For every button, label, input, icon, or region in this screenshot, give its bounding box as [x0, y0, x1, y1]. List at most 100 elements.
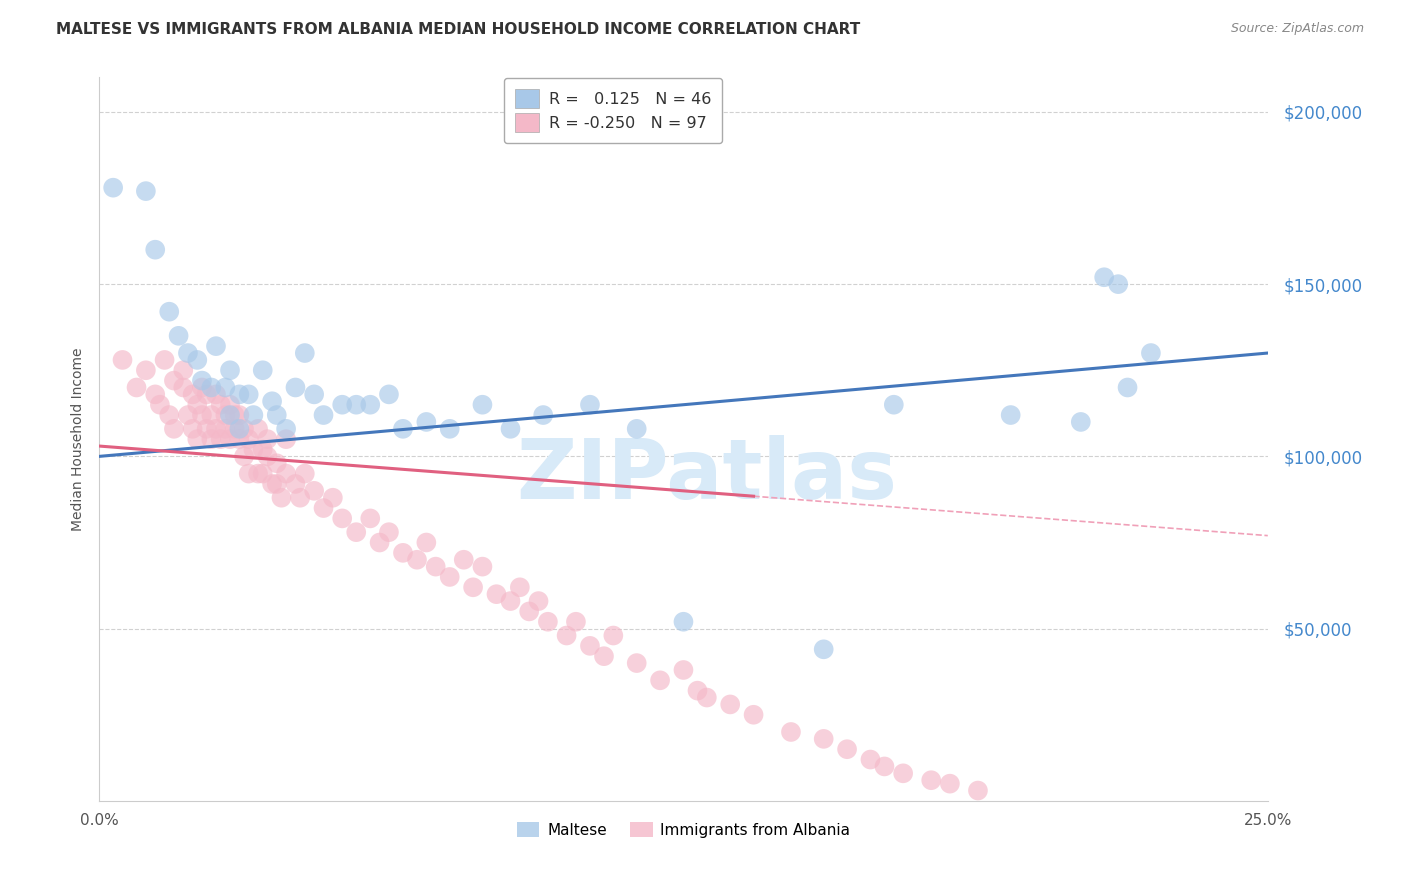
Point: [284, 380, 307, 394]
Point: [247, 422, 270, 436]
Point: [233, 422, 256, 436]
Point: [648, 673, 671, 688]
Point: [602, 628, 624, 642]
Point: [1116, 380, 1139, 394]
Point: [344, 525, 367, 540]
Point: [453, 553, 475, 567]
Point: [186, 353, 208, 368]
Point: [153, 353, 176, 368]
Point: [425, 559, 447, 574]
Point: [1000, 408, 1022, 422]
Point: [873, 759, 896, 773]
Point: [266, 477, 288, 491]
Point: [517, 604, 540, 618]
Point: [200, 408, 222, 422]
Point: [252, 363, 274, 377]
Point: [439, 422, 461, 436]
Point: [415, 535, 437, 549]
Point: [157, 304, 180, 318]
Point: [172, 363, 194, 377]
Point: [219, 398, 242, 412]
Point: [274, 422, 297, 436]
Point: [143, 387, 166, 401]
Point: [252, 442, 274, 457]
Point: [177, 346, 200, 360]
Point: [252, 467, 274, 481]
Point: [195, 387, 218, 401]
Point: [1107, 277, 1129, 292]
Point: [111, 353, 134, 368]
Point: [330, 511, 353, 525]
Point: [813, 731, 835, 746]
Point: [233, 450, 256, 464]
Point: [224, 422, 246, 436]
Point: [672, 615, 695, 629]
Point: [527, 594, 550, 608]
Text: ZIPatlas: ZIPatlas: [516, 434, 897, 516]
Point: [537, 615, 560, 629]
Point: [378, 525, 401, 540]
Point: [191, 408, 214, 422]
Point: [228, 432, 250, 446]
Point: [266, 456, 288, 470]
Point: [143, 243, 166, 257]
Point: [266, 408, 288, 422]
Point: [214, 422, 236, 436]
Point: [274, 432, 297, 446]
Point: [859, 753, 882, 767]
Text: MALTESE VS IMMIGRANTS FROM ALBANIA MEDIAN HOUSEHOLD INCOME CORRELATION CHART: MALTESE VS IMMIGRANTS FROM ALBANIA MEDIA…: [56, 22, 860, 37]
Point: [565, 615, 588, 629]
Point: [256, 450, 278, 464]
Point: [696, 690, 718, 705]
Point: [813, 642, 835, 657]
Point: [1070, 415, 1092, 429]
Point: [579, 398, 602, 412]
Point: [471, 559, 494, 574]
Point: [214, 408, 236, 422]
Point: [191, 380, 214, 394]
Point: [593, 649, 616, 664]
Legend: Maltese, Immigrants from Albania: Maltese, Immigrants from Albania: [510, 815, 856, 844]
Point: [499, 422, 522, 436]
Point: [302, 387, 325, 401]
Point: [499, 594, 522, 608]
Point: [200, 432, 222, 446]
Point: [392, 422, 415, 436]
Point: [626, 656, 648, 670]
Point: [228, 422, 250, 436]
Point: [238, 467, 260, 481]
Point: [288, 491, 311, 505]
Point: [359, 511, 381, 525]
Point: [186, 398, 208, 412]
Point: [312, 501, 335, 516]
Point: [205, 387, 228, 401]
Point: [163, 374, 186, 388]
Point: [302, 483, 325, 498]
Point: [163, 422, 186, 436]
Point: [330, 398, 353, 412]
Point: [242, 408, 264, 422]
Point: [228, 408, 250, 422]
Point: [368, 535, 391, 549]
Y-axis label: Median Household Income: Median Household Income: [72, 347, 86, 531]
Point: [242, 442, 264, 457]
Point: [392, 546, 415, 560]
Point: [167, 328, 190, 343]
Point: [626, 422, 648, 436]
Point: [294, 346, 316, 360]
Point: [247, 467, 270, 481]
Point: [415, 415, 437, 429]
Point: [284, 477, 307, 491]
Point: [256, 432, 278, 446]
Point: [270, 491, 292, 505]
Point: [224, 408, 246, 422]
Text: Source: ZipAtlas.com: Source: ZipAtlas.com: [1230, 22, 1364, 36]
Point: [891, 766, 914, 780]
Point: [181, 422, 204, 436]
Point: [322, 491, 344, 505]
Point: [883, 398, 905, 412]
Point: [177, 408, 200, 422]
Point: [485, 587, 508, 601]
Point: [172, 380, 194, 394]
Point: [219, 432, 242, 446]
